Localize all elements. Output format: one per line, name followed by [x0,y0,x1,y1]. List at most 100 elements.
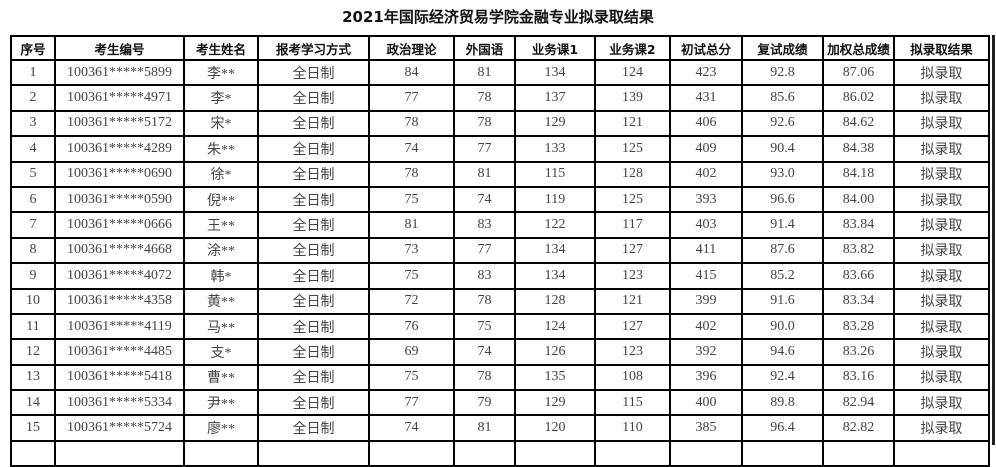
cell-retest-score: 90.4 [741,135,824,163]
cell-major-course-2: 125 [594,135,671,163]
cell-weighted-total: 84.38 [822,135,895,163]
cell-retest-score: 96.4 [741,414,824,442]
cell-study-mode: 全日制 [257,236,370,265]
cell-weighted-total: 84.18 [822,160,895,188]
cell-seq: 14 [10,389,56,417]
cell-major-course-1: 129 [514,389,596,417]
cell-major-course-2: 117 [594,211,671,239]
cell-weighted-total: 83.82 [822,236,895,265]
cell-seq: 13 [10,363,56,392]
column-header-major-course-1: 业务课1 [514,35,596,61]
cell-weighted-total: 82.94 [822,389,895,417]
cell-prelim-total: 403 [669,211,743,239]
cell-foreign-language: 75 [453,312,516,341]
column-header-study-mode: 报考学习方式 [257,35,370,61]
cell-foreign-language: 74 [453,185,516,214]
cell-foreign-language: 81 [453,414,516,442]
cell-candidate-id: 100361*****5418 [54,363,185,392]
table-right-border [992,35,995,445]
cell-weighted-total: 83.26 [822,338,895,366]
cell-study-mode: 全日制 [257,363,370,392]
cell-prelim-total: 431 [669,84,743,112]
cell-candidate-name: 李* [183,84,259,112]
table-row: 8 100361*****4668 涂** 全日制 73 77 134 127 411 87.6 8… [10,236,990,265]
table-row: 6 100361*****0590 倪** 全日制 75 74 119 125 393 96.6 8… [10,185,990,214]
cell-politics: 74 [368,135,455,163]
cell-retest-score: 92.8 [741,58,824,87]
cell-seq: 10 [10,287,56,315]
cell-foreign-language: 78 [453,109,516,138]
cell-prelim-total: 406 [669,109,743,138]
cell-retest-score: 96.6 [741,185,824,214]
cell-seq: 1 [10,58,56,87]
cell-major-course-1: 137 [514,84,596,112]
cell-study-mode: 全日制 [257,211,370,239]
column-header-prelim-total: 初试总分 [669,35,743,61]
column-header-candidate-name: 考生姓名 [183,35,259,61]
cell-seq: 9 [10,262,56,290]
cell-politics: 84 [368,58,455,87]
cell-candidate-id: 100361*****4289 [54,135,185,163]
cell-candidate-id: 100361*****4485 [54,338,185,366]
cell-study-mode: 全日制 [257,389,370,417]
cell-retest-score: 85.6 [741,84,824,112]
cell-candidate-name: 王** [183,211,259,239]
column-header-foreign-language: 外国语 [453,35,516,61]
table-row: 5 100361*****0690 徐* 全日制 78 81 115 128 402 93.0 84… [10,160,990,188]
cell-candidate-name: 黄** [183,287,259,315]
cell-study-mode: 全日制 [257,312,370,341]
table-row: 3 100361*****5172 宋* 全日制 78 78 129 121 406 92.6 84… [10,109,990,138]
cell-candidate-id: 100361*****5724 [54,414,185,442]
cell-admission-result: 拟录取 [893,160,990,188]
cell-candidate-id: 100361*****4358 [54,287,185,315]
cell-candidate-name: 尹** [183,389,259,417]
cell-admission-result: 拟录取 [893,363,990,392]
admission-results-table: 序号 考生编号 考生姓名 报考学习方式 政治理论 外国语 业务课1 业务课2 初试总分 复试成绩加… [10,35,990,467]
cell-weighted-total: 83.34 [822,287,895,315]
cell-major-course-1: 135 [514,363,596,392]
cell-weighted-total: 83.16 [822,363,895,392]
cell-foreign-language: 77 [453,135,516,163]
cell-candidate-id: 100361*****5334 [54,389,185,417]
cell-retest-score: 92.6 [741,109,824,138]
cell-candidate-name: 廖** [183,414,259,442]
cell-candidate-name: 徐* [183,160,259,188]
cell-major-course-2: 128 [594,160,671,188]
cell-major-course-2: 139 [594,84,671,112]
cell-seq: 8 [10,236,56,265]
cell-candidate-id: 100361*****5172 [54,109,185,138]
cell-retest-score: 92.4 [741,363,824,392]
cell-admission-result: 拟录取 [893,236,990,265]
cell-prelim-total: 402 [669,312,743,341]
cell-foreign-language: 83 [453,211,516,239]
cell-candidate-name: 李** [183,58,259,87]
cell-prelim-total: 423 [669,58,743,87]
cell-major-course-1: 134 [514,262,596,290]
cell-prelim-total: 402 [669,160,743,188]
cell-admission-result: 拟录取 [893,109,990,138]
cell-major-course-1: 134 [514,58,596,87]
cell-retest-score: 91.4 [741,211,824,239]
table-row: 4 100361*****4289 朱** 全日制 74 77 133 125 409 90.4 8… [10,135,990,163]
cell-politics: 75 [368,262,455,290]
cell-major-course-1: 126 [514,338,596,366]
cell-candidate-name: 倪** [183,185,259,214]
cell-major-course-2: 121 [594,109,671,138]
cell-candidate-id: 100361*****4668 [54,236,185,265]
column-header-admission-result: 拟录取结果 [893,35,990,61]
column-header-major-course-2: 业务课2 [594,35,671,61]
cell-study-mode: 全日制 [257,135,370,163]
cell-candidate-name: 涂** [183,236,259,265]
cell-foreign-language: 77 [453,236,516,265]
table-row: 10 100361*****4358 黄** 全日制 72 78 128 121 399 91.6… [10,287,990,315]
table-body: 1 100361*****5899 李** 全日制 84 81 134 124 423 92.8 8… [10,58,990,467]
table-row: 13 100361*****5418 曹** 全日制 75 78 135 108 396 92.4… [10,363,990,392]
cell-retest-score: 91.6 [741,287,824,315]
cell-major-course-1: 129 [514,109,596,138]
cell-study-mode: 全日制 [257,185,370,214]
cell-weighted-total: 84.62 [822,109,895,138]
cell-admission-result: 拟录取 [893,211,990,239]
table-row: 7 100361*****0666 王** 全日制 81 83 122 117 403 91.4 8… [10,211,990,239]
cell-admission-result: 拟录取 [893,135,990,163]
cell-politics: 77 [368,84,455,112]
